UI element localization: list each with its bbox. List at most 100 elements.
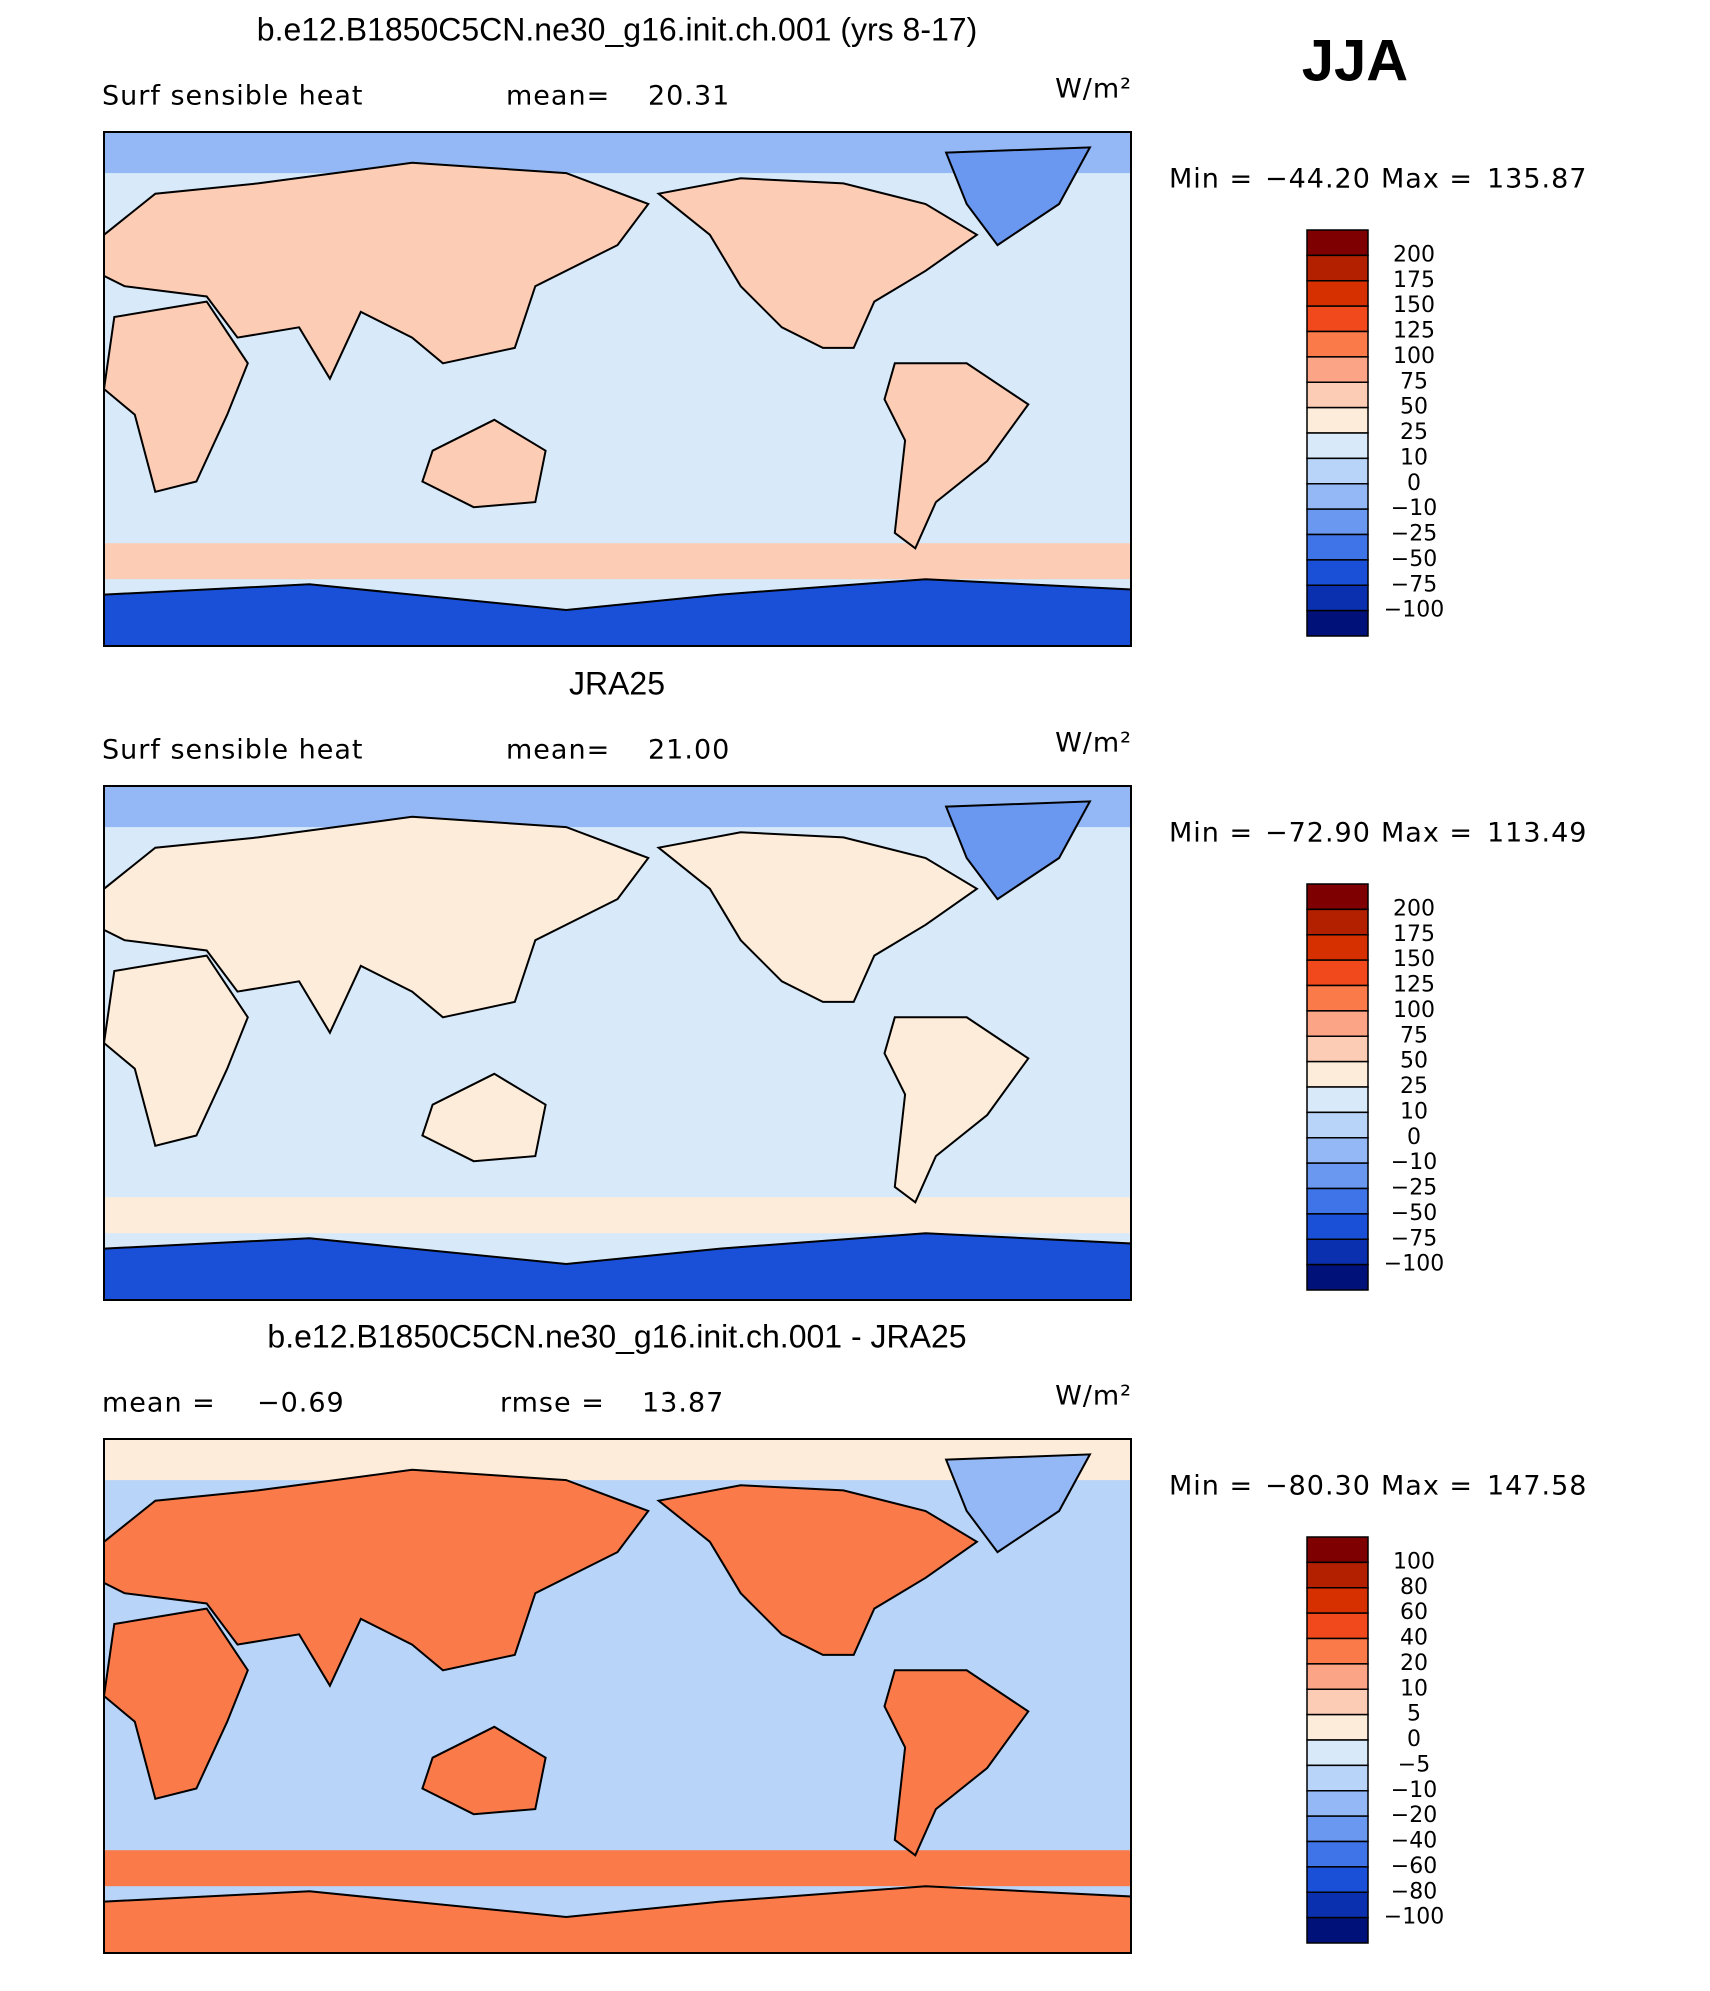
colorbar-label: −100 [1384, 598, 1444, 623]
colorbar-label: −25 [1391, 1176, 1437, 1201]
colorbar-box [1306, 1035, 1369, 1063]
min-label: Min = [1169, 818, 1253, 849]
colorbar-label: −75 [1391, 1226, 1437, 1251]
map-southern-band [104, 543, 1131, 580]
colorbar-label: 10 [1400, 1676, 1428, 1701]
panel: b.e12.B1850C5CN.ne30_g16.init.ch.001 - J… [102, 1318, 1587, 1954]
colorbar-box [1306, 1612, 1369, 1640]
colorbar-box [1306, 1238, 1369, 1266]
map-australia [421, 418, 547, 509]
max-value: 113.49 [1487, 818, 1587, 849]
colorbar-label: −50 [1391, 547, 1437, 572]
colorbar-label: 75 [1400, 1023, 1428, 1048]
colorbar-box [1306, 1739, 1369, 1767]
colorbar-label: 100 [1393, 344, 1435, 369]
max-label: Max = [1381, 818, 1473, 849]
units: W/m² [1055, 74, 1132, 105]
map-greenland [944, 146, 1092, 247]
colorbar-box [1306, 1060, 1369, 1088]
colorbar-box [1306, 1263, 1369, 1291]
map-australia [421, 1072, 547, 1163]
colorbar-box [1306, 432, 1369, 460]
colorbar-box [1306, 883, 1369, 911]
colorbar-label: −10 [1391, 496, 1437, 521]
colorbar-box [1306, 559, 1369, 586]
colorbar-label: −100 [1384, 1905, 1444, 1930]
map-africa [102, 1607, 249, 1801]
colorbar-label: 175 [1393, 922, 1435, 947]
colorbar-label: 125 [1393, 319, 1435, 344]
field-label: Surf sensible heat [102, 81, 364, 112]
colorbar-box [1306, 1663, 1369, 1690]
colorbar-label: −10 [1391, 1778, 1437, 1803]
colorbar-box [1306, 406, 1369, 434]
colorbar-label: 50 [1400, 395, 1428, 420]
colorbar-label: 50 [1400, 1049, 1428, 1074]
map-southern-band [104, 1197, 1131, 1234]
colorbar-label: 150 [1393, 293, 1435, 318]
colorbar-label: 40 [1400, 1626, 1428, 1651]
colorbar-label: 100 [1393, 998, 1435, 1023]
colorbar-box [1306, 1815, 1369, 1843]
panel: b.e12.B1850C5CN.ne30_g16.init.ch.001 (yr… [102, 11, 1587, 647]
colorbar-box [1306, 1790, 1369, 1817]
panel: JRA25 Surf sensible heat mean= 21.00 W/m² Min… [102, 665, 1587, 1301]
colorbar-label: 200 [1393, 896, 1435, 921]
colorbar-label: 5 [1407, 1702, 1421, 1727]
colorbar-box [1306, 959, 1369, 987]
colorbar-box [1306, 533, 1369, 561]
colorbar-label: −40 [1391, 1829, 1437, 1854]
colorbar-box [1306, 508, 1369, 536]
colorbar-box [1306, 609, 1369, 637]
stat-label: rmse = [500, 1388, 605, 1419]
stat-value: 21.00 [648, 735, 730, 766]
map-eurasia [103, 815, 650, 1035]
max-value: 135.87 [1487, 164, 1587, 195]
max-value: 147.58 [1487, 1471, 1587, 1502]
stat-value: 20.31 [648, 81, 730, 112]
season-label: JJA [1302, 28, 1408, 93]
colorbar-label: 25 [1400, 420, 1428, 445]
stat-label: mean = [102, 1388, 216, 1419]
min-label: Min = [1169, 1471, 1253, 1502]
colorbar-box [1306, 457, 1369, 485]
colorbar-label: −100 [1384, 1252, 1444, 1277]
colorbar-label: 200 [1393, 242, 1435, 267]
map-australia [421, 1725, 547, 1816]
colorbar-label: −50 [1391, 1201, 1437, 1226]
map-samerica [883, 362, 1030, 550]
map-samerica [883, 1016, 1030, 1204]
colorbar-box [1306, 381, 1369, 409]
max-label: Max = [1381, 1471, 1473, 1502]
colorbar-label: −10 [1391, 1150, 1437, 1175]
colorbar-box [1306, 330, 1369, 358]
colorbar-box [1306, 1187, 1369, 1215]
map-frame [103, 1438, 1132, 1954]
colorbar-label: −80 [1391, 1879, 1437, 1904]
colorbar-box [1306, 1137, 1369, 1164]
map-greenland [944, 1453, 1092, 1554]
colorbar-box [1306, 1891, 1369, 1919]
colorbar-box [1306, 934, 1369, 961]
colorbar-box [1306, 1162, 1369, 1190]
colorbar-label: −60 [1391, 1854, 1437, 1879]
panel-title: JRA25 [569, 665, 665, 701]
colorbar-box [1306, 1587, 1369, 1614]
colorbar-label: 25 [1400, 1074, 1428, 1099]
colorbar-box [1306, 1764, 1369, 1792]
map-namerica [656, 177, 979, 349]
stat-value: 13.87 [642, 1388, 724, 1419]
min-value: −72.90 [1265, 818, 1371, 849]
min-label: Min = [1169, 164, 1253, 195]
min-value: −80.30 [1265, 1471, 1371, 1502]
map-africa [102, 300, 249, 494]
map-africa [102, 954, 249, 1148]
map-greenland [944, 800, 1092, 901]
units: W/m² [1055, 728, 1132, 759]
colorbar-label: 175 [1393, 268, 1435, 293]
colorbar-box [1306, 1637, 1369, 1665]
colorbar-box [1306, 254, 1369, 282]
colorbar-box [1306, 1213, 1369, 1240]
colorbar-label: 20 [1400, 1651, 1428, 1676]
